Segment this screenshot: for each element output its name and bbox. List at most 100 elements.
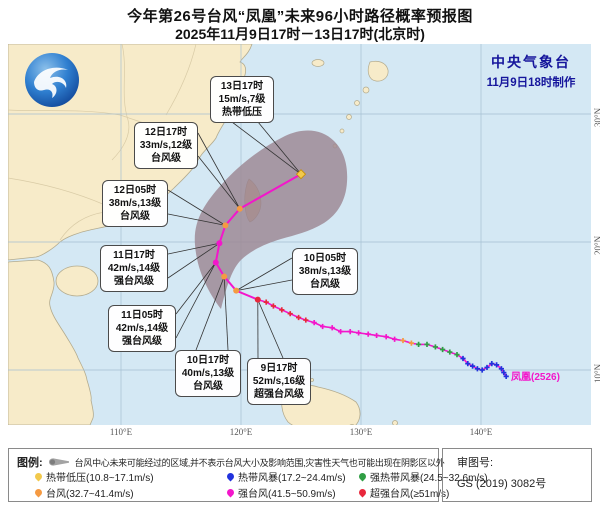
callout-time: 13日17时 (220, 81, 264, 92)
history-point-marker (489, 361, 495, 367)
history-point-marker (454, 352, 460, 358)
history-point-marker (447, 349, 453, 355)
legend-item-强台风: 强台风(41.5~50.9m/s) (225, 485, 359, 500)
callout-10日17时: 10日17时 40m/s,13级 台风级 (175, 350, 241, 397)
history-point-marker (498, 366, 504, 372)
history-point-marker (479, 367, 485, 373)
callout-time: 12日05时 (113, 185, 157, 196)
cone-note: 台风中心未来可能经过的区域,并不表示台风大小及影响范围,灾害性天气也可能出现在阴… (74, 457, 445, 468)
history-point-marker (416, 341, 422, 347)
callout-pointer (175, 262, 217, 315)
callout-wind: 38m/s,13级 (108, 198, 162, 209)
forecast-point-marker (236, 205, 243, 212)
callout-category: 强台风级 (122, 336, 162, 347)
storm-name-label: 凤凰(2526) (511, 372, 560, 383)
legend-item-台风: 台风(32.7~41.4m/s) (33, 485, 227, 500)
history-point-marker (374, 332, 380, 339)
forecast-point-marker (216, 240, 223, 247)
legend-item-label: 强台风(41.5~50.9m/s) (238, 489, 336, 500)
history-point-marker (383, 334, 389, 340)
history-point-marker (432, 344, 438, 350)
y-tick-label: 30°N (593, 107, 600, 127)
history-point-marker (400, 337, 406, 344)
history-point-marker (484, 364, 490, 371)
track-layer (167, 121, 509, 379)
forecast-endpoint-marker (295, 169, 307, 180)
callout-wind: 42m/s,14级 (115, 323, 169, 334)
history-point-marker (501, 369, 507, 376)
callout-pointer (167, 213, 226, 226)
forecast-track-line (214, 173, 302, 301)
x-tick-label: 130°E (349, 427, 373, 437)
x-tick-label: 120°E (229, 427, 253, 437)
callout-wind: 15m/s,7级 (218, 94, 266, 105)
callout-category: 台风级 (151, 153, 181, 164)
callout-12日05时: 12日05时 38m/s,13级 台风级 (102, 180, 168, 227)
history-point-marker (303, 317, 309, 323)
legend-item-超强台风: 超强台风(≥51m/s) (357, 485, 449, 500)
callout-9日17时: 9日17时 52m/s,16级 超强台风级 (247, 358, 311, 405)
callout-time: 10日05时 (303, 253, 347, 264)
history-point-marker (329, 325, 335, 331)
callout-11日05时: 11日05时 42m/s,14级 强台风级 (108, 305, 176, 352)
callout-pointer (197, 155, 241, 209)
callout-pointer (223, 276, 229, 351)
probability-cone (194, 130, 348, 309)
page-subtitle: 2025年11月9日17时－13日17时(北京时) (175, 26, 425, 42)
callout-category: 超强台风级 (254, 389, 304, 400)
forecast-point-marker (233, 287, 240, 294)
callout-pointer (231, 121, 302, 175)
history-point-marker (356, 330, 362, 336)
forecast-point-marker (222, 222, 229, 229)
hainan-island (55, 265, 99, 297)
legend-dot-icon (33, 487, 44, 498)
callout-time: 11日17时 (113, 250, 155, 261)
legend-item-label: 台风(32.7~41.4m/s) (46, 489, 134, 500)
map-review-box: 审图号: GS (2019) 3082号 (442, 448, 592, 502)
y-tick-label: 10°N (593, 363, 600, 383)
ryukyu-islands (311, 59, 389, 149)
cma-logo (24, 52, 80, 108)
history-point-marker (465, 361, 471, 367)
legend-item-热带低压: 热带低压(10.8~17.1m/s) (33, 469, 227, 484)
y-tick-label: 20°N (593, 235, 600, 255)
history-point-marker (392, 336, 398, 342)
legend-dot-icon (225, 471, 236, 482)
x-tick-label: 140°E (469, 427, 493, 437)
callout-time: 11日05时 (121, 310, 163, 321)
history-point-marker (287, 311, 293, 317)
history-point-marker (494, 362, 500, 368)
agency-credit: 中央气象台 11月9日18时制作 (473, 52, 589, 90)
callout-pointer (167, 189, 226, 226)
callout-12日17时: 12日17时 33m/s,12级 台风级 (134, 122, 198, 169)
x-tick-label: 110°E (109, 427, 133, 437)
review-number: GS (2019) 3082号 (457, 478, 547, 490)
legend-title: 图例: (17, 457, 43, 469)
review-label: 审图号: (457, 457, 494, 469)
callout-11日17时: 11日17时 42m/s,14级 强台风级 (100, 245, 168, 292)
callout-13日17时: 13日17时 15m/s,7级 热带低压 (210, 76, 274, 123)
legend: 图例: 台风中心未来可能经过的区域,并不表示台风大小及影响范围,灾害性天气也可能… (8, 448, 488, 502)
legend-item-label: 热带风暴(17.2~24.4m/s) (238, 473, 346, 484)
cone-icon (48, 458, 69, 466)
callout-pointer (175, 262, 217, 339)
callout-pointer (167, 242, 220, 279)
forecast-point-marker (221, 273, 228, 280)
callout-10日05时: 10日05时 38m/s,13级 台风级 (292, 248, 358, 295)
callout-pointer (197, 132, 241, 209)
callout-wind: 52m/s,16级 (252, 376, 306, 387)
history-point-marker (263, 299, 269, 305)
history-point-marker (311, 320, 317, 326)
callout-pointer (257, 121, 302, 175)
callout-pointer (195, 276, 225, 351)
history-point-marker (320, 323, 326, 330)
history-point-marker (296, 314, 302, 321)
callout-category: 热带低压 (222, 107, 262, 118)
history-point-marker (440, 346, 446, 353)
history-point-marker (408, 340, 414, 346)
legend-dot-icon (225, 487, 236, 498)
coastline-indochina (8, 259, 94, 425)
history-point-marker (365, 331, 371, 337)
issue-time: 11月9日18时制作 (486, 77, 576, 89)
legend-item-强热带风暴: 强热带风暴(24.5~32.6m/s) (357, 469, 488, 484)
